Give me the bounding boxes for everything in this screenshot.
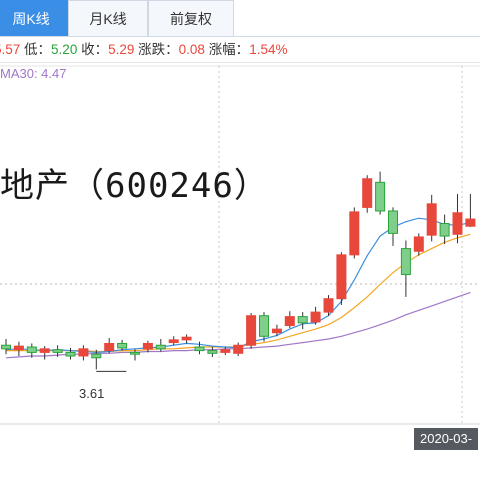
min-price-label: 3.61 [79,386,105,401]
candle-body [259,315,269,337]
close-value: 5.29 [108,42,135,57]
candle-body [207,350,218,354]
candle-body [310,311,321,323]
candle-body [297,316,308,324]
candle-body [104,342,115,352]
candle-body [91,353,102,359]
candle-body [26,346,37,353]
ma10-line [6,233,471,353]
candle-body [426,203,437,236]
candle-body [452,212,463,235]
ma5-line [5,217,471,354]
candle-body [13,345,24,351]
pct-change-label: 涨幅： [208,42,250,57]
candle-body [194,346,205,352]
candle-body [388,210,398,234]
stock-title-watermark: 地产（600246） [0,166,269,206]
price-stats-bar: 5.57 低：5.20 收：5.29 涨跌：0.08 涨幅：1.54% [0,38,480,63]
tab-forward-adjusted[interactable]: 前复权 [148,0,234,36]
candle-body [375,181,386,212]
candle-body [465,218,476,227]
candle-body [1,344,11,350]
candle-body [142,342,153,350]
candle-body [413,236,424,252]
candle-body [362,178,373,208]
date-axis-label: 2020-03- [414,428,479,450]
candle-body [78,348,89,357]
candle-body [439,223,450,237]
tab-monthly-kline[interactable]: 月K线 [68,0,148,36]
high-value: 5.57 [0,42,21,57]
candle-body [117,342,128,349]
candle-body [181,336,192,341]
candle-body [323,298,334,313]
low-label: 低： [24,42,52,57]
close-label: 收： [81,42,109,57]
candle-body [284,316,295,327]
tab-weekly-kline[interactable]: 周K线 [0,0,68,36]
low-value: 5.20 [51,42,78,57]
candle-body [349,211,360,256]
candle-body [271,328,282,334]
candle-body [65,351,76,357]
candle-body [336,254,347,300]
candle-body [155,344,166,350]
candle-body [168,339,179,344]
ma30-legend: MA30: 4.47 [0,66,67,81]
change-label: 涨跌： [138,42,179,57]
candle-body [233,344,244,354]
period-tabs: 周K线 月K线 前复权 [0,0,480,37]
candle-body [246,315,257,346]
candle-body [220,349,231,353]
candle-body [39,348,50,353]
change-value: 0.08 [178,42,205,57]
candle-body [400,248,411,276]
candle-body [52,349,63,353]
candle-body [130,351,140,355]
pct-change-value: 1.54% [249,42,288,57]
